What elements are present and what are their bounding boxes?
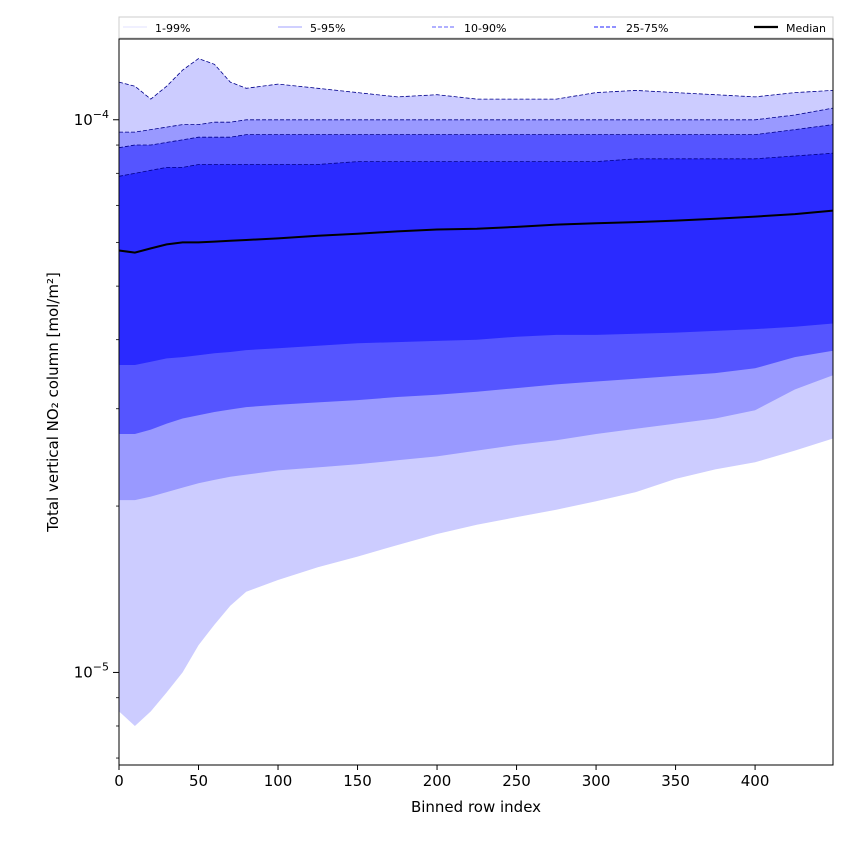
x-tick-label: 350 [661,772,690,790]
x-tick-label: 400 [741,772,770,790]
x-tick-label: 200 [423,772,452,790]
x-tick-label: 250 [502,772,531,790]
legend-label: Median [786,22,826,35]
y-tick-label: 10−5 [74,660,109,681]
y-axis: 10−5 10−4 [74,108,119,759]
legend-box [118,16,834,39]
band-5-95-upper-line [119,107,834,133]
legend-label: 5-95% [310,22,345,35]
x-tick-label: 150 [343,772,372,790]
x-tick-label: 50 [189,772,208,790]
band-25-75 [119,153,833,365]
percentile-bands [118,58,834,727]
median-line-group [118,209,834,254]
legend-label: 10-90% [464,22,506,35]
x-tick-label: 300 [582,772,611,790]
x-axis: 0 50 100 150 200 250 300 350 400 [114,765,769,790]
x-tick-label: 0 [114,772,124,790]
plot-frame [118,38,834,766]
median-line [118,209,834,254]
y-axis-label: Total vertical NO₂ column [mol/m²] [44,272,62,533]
band-25-75-upper-line [118,152,834,177]
y-tick-label: 10−4 [74,108,109,129]
legend: 1-99% 5-95% 10-90% 25-75% Median [118,16,834,39]
legend-label: 25-75% [626,22,668,35]
legend-label: 1-99% [155,22,190,35]
band-1-99-upper-line [118,58,834,100]
x-axis-label: Binned row index [411,798,541,816]
band-10-90-upper-line [118,124,834,149]
x-tick-label: 100 [264,772,293,790]
